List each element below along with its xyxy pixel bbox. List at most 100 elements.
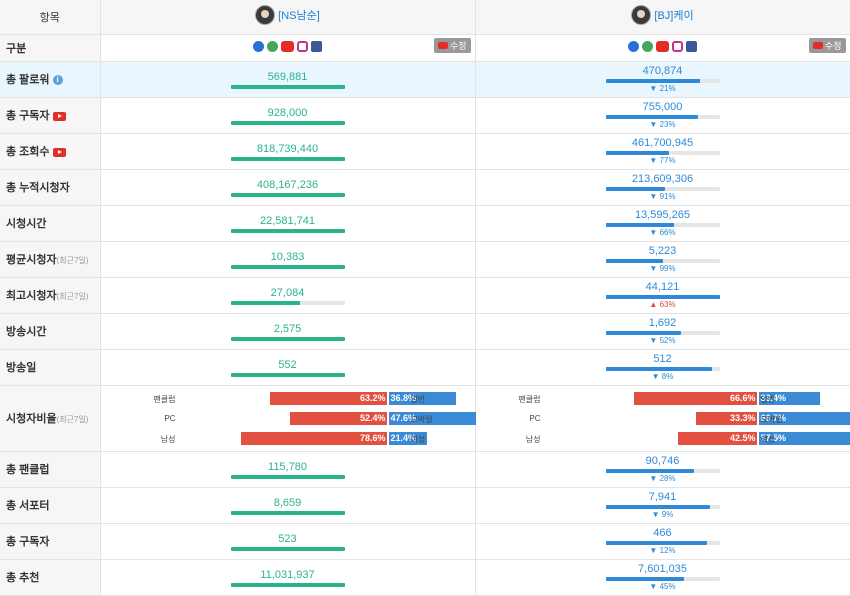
- ratio-bar-red: 66.6%: [633, 392, 758, 405]
- ratio-right-label: 모바일: [760, 415, 783, 424]
- stat-bar-b: [605, 505, 720, 509]
- stat-row: 총 조회수 818,739,440 461,700,945 ▼ 77%: [0, 133, 850, 170]
- stat-bar-b: [605, 259, 720, 263]
- stat-cell-b: 213,609,306 ▼ 91%: [475, 169, 850, 206]
- arrow-down-icon: ▼: [649, 156, 660, 165]
- stat-cell-a: 818,739,440: [100, 133, 476, 170]
- stat-bar-b: [605, 331, 720, 335]
- stat-diff-value: 9%: [661, 510, 674, 519]
- edit-button-b[interactable]: 수정: [808, 37, 846, 53]
- stat-bar-b: [605, 79, 720, 83]
- viewer-ratio-row: 시청자비율(최근7일) 팬클럽 63.2% 36.8% 일반 PC 52.4% 47.6% 모…: [0, 385, 850, 452]
- stat-label: 총 팬클럽: [0, 451, 101, 488]
- stat-value-a: 11,031,937: [260, 568, 315, 581]
- facebook-icon[interactable]: [311, 40, 322, 52]
- stat-value-b: 213,609,306: [631, 173, 694, 185]
- edit-label: 수정: [824, 40, 842, 51]
- ratio-bar-red: 33.3%: [695, 412, 758, 425]
- stat-diff-percent: ▼ 21%: [476, 84, 850, 94]
- info-icon[interactable]: i: [52, 75, 63, 86]
- stat-value-b: 470,874: [642, 65, 683, 77]
- arrow-down-icon: ▼: [649, 582, 660, 591]
- stat-cell-b: 466 ▼ 12%: [475, 523, 850, 560]
- instagram-icon[interactable]: [672, 40, 683, 52]
- channel-b-link[interactable]: [BJ]케이: [631, 5, 694, 26]
- stat-diff-value: 28%: [659, 474, 676, 483]
- stat-value-b: 1,692: [648, 317, 677, 329]
- stat-cell-a: 552: [100, 349, 476, 386]
- stat-value-b: 44,121: [645, 281, 680, 293]
- stat-value-a: 928,000: [267, 106, 308, 119]
- ratio-left-label: 팬클럽: [153, 395, 176, 404]
- naver-icon[interactable]: [267, 40, 278, 52]
- stat-row: 총 구독자 928,000 755,000 ▼ 23%: [0, 97, 850, 134]
- stat-bar-fill-a: [230, 546, 345, 551]
- stat-diff-percent: ▼ 52%: [476, 336, 850, 346]
- stat-bar-fill-b: [605, 79, 701, 83]
- ratio-left-label: 팬클럽: [518, 395, 541, 404]
- stat-bar-b: [605, 541, 720, 545]
- afreeca-icon[interactable]: [253, 40, 264, 52]
- ratio-bar-blue: 33.4%: [757, 392, 820, 405]
- stat-bar-a: [230, 582, 345, 587]
- stat-diff-percent: ▼ 77%: [476, 156, 850, 166]
- stat-label: 총 팔로워 i: [0, 61, 101, 98]
- stat-diff-value: 91%: [659, 192, 676, 201]
- ratio-right-label: 일반: [760, 395, 776, 404]
- stat-row: 총 팬클럽 115,780 90,746 ▼ 28%: [0, 451, 850, 488]
- channel-a-header: [NS남순]: [100, 0, 476, 35]
- stat-value-b: 461,700,945: [631, 137, 694, 149]
- youtube-icon: [52, 111, 66, 121]
- youtube-icon[interactable]: [281, 40, 294, 52]
- stat-bar-a: [230, 84, 345, 89]
- youtube-icon[interactable]: [656, 40, 669, 52]
- stat-bar-fill-b: [605, 577, 685, 581]
- stat-bar-fill-a: [230, 192, 345, 197]
- viewer-ratio-sub: (최근7일): [56, 415, 89, 424]
- stat-cell-b: 44,121 ▲ 63%: [475, 277, 850, 314]
- afreeca-icon[interactable]: [628, 40, 639, 52]
- stat-bar-a: [230, 264, 345, 269]
- youtube-icon: [812, 41, 823, 49]
- channel-a-link[interactable]: [NS남순]: [255, 5, 320, 26]
- edit-button-a[interactable]: 수정: [433, 37, 471, 53]
- stat-value-a: 27,084: [270, 286, 305, 299]
- stat-bar-fill-b: [605, 469, 695, 473]
- stat-bar-fill-b: [605, 331, 681, 335]
- stat-row: 시청시간 22,581,741 13,595,265 ▼ 66%: [0, 205, 850, 242]
- stat-row: 총 팔로워 i 569,881 470,874 ▼ 21%: [0, 61, 850, 98]
- stat-diff-percent: ▼ 23%: [476, 120, 850, 130]
- stat-bar-a: [230, 192, 345, 197]
- ratio-left-label: 남성: [160, 435, 176, 444]
- stat-diff-percent: ▼ 99%: [476, 264, 850, 274]
- stat-value-b: 755,000: [642, 101, 683, 113]
- stat-bar-fill-a: [230, 156, 345, 161]
- channel-b-avatar: [631, 5, 652, 26]
- ratio-line: 남성 42.5% 57.5% 여성: [476, 432, 850, 446]
- instagram-icon[interactable]: [297, 40, 308, 52]
- stat-label-text: 총 구독자: [6, 110, 50, 122]
- stat-bar-a: [230, 120, 345, 125]
- ratio-left-label: PC: [164, 414, 176, 423]
- stat-bar-fill-b: [605, 259, 663, 263]
- stat-diff-value: 63%: [659, 300, 676, 309]
- stat-label-sub: (최근7일): [56, 256, 89, 265]
- stat-bar-fill-b: [605, 505, 711, 509]
- stat-cell-b: 90,746 ▼ 28%: [475, 451, 850, 488]
- stat-diff-percent: ▼ 8%: [476, 372, 850, 382]
- naver-icon[interactable]: [642, 40, 653, 52]
- facebook-icon[interactable]: [686, 40, 697, 52]
- stat-value-b: 5,223: [648, 245, 677, 257]
- ratio-bar-blue: 21.4%: [387, 432, 428, 445]
- stat-bar-fill-a: [230, 84, 345, 89]
- stats-body: 총 팔로워 i 569,881 470,874 ▼ 21% 총 구독자 928,000 7…: [0, 61, 850, 386]
- stat-cell-a: 115,780: [100, 451, 476, 488]
- stat-cell-b: 755,000 ▼ 23%: [475, 97, 850, 134]
- stat-bar-a: [230, 546, 345, 551]
- ratio-line: 팬클럽 63.2% 36.8% 일반: [101, 392, 475, 406]
- stat-label: 총 서포터: [0, 487, 101, 524]
- stat-value-a: 569,881: [267, 70, 308, 83]
- stat-row: 최고시청자(최근7일) 27,084 44,121 ▲ 63%: [0, 277, 850, 314]
- stat-bar-fill-a: [230, 474, 345, 479]
